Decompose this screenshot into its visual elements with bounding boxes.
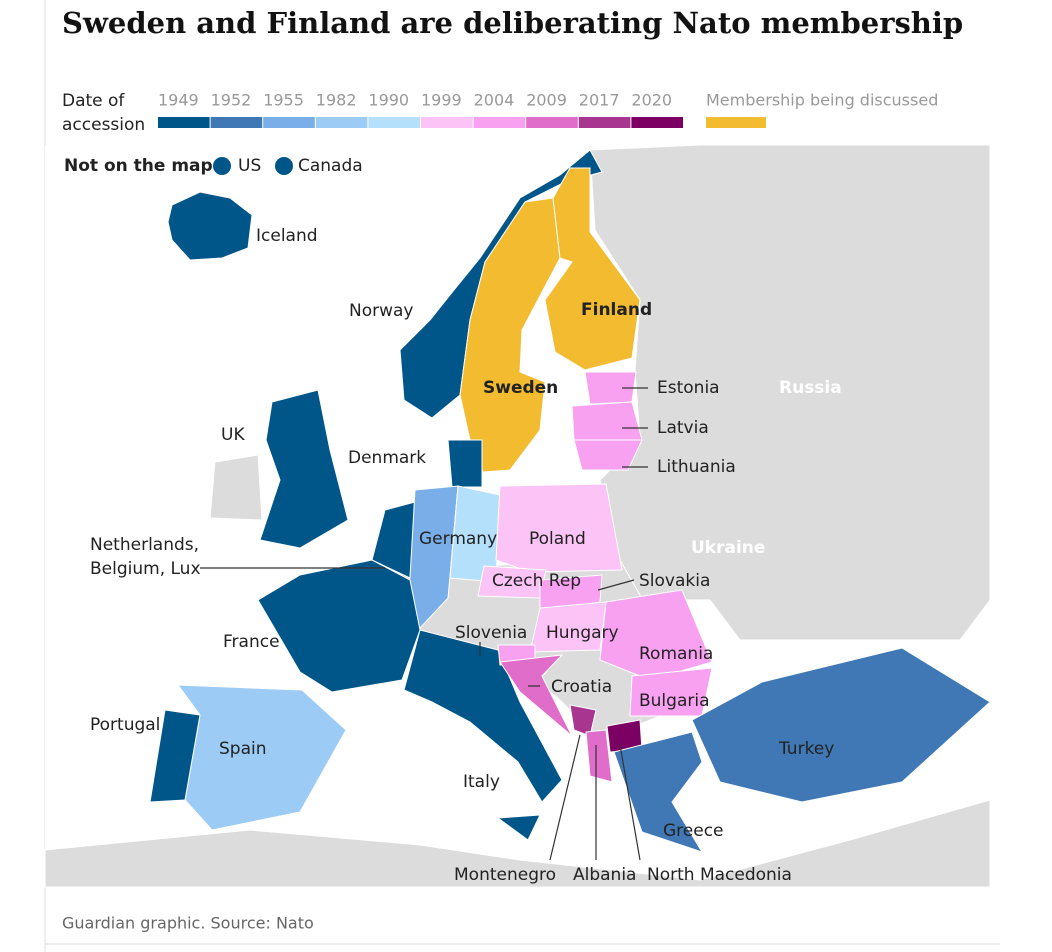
country-label: Bulgaria [639, 691, 710, 711]
legend-swatch [158, 117, 210, 128]
legend-swatch [526, 117, 578, 128]
not-on-map-item: US [238, 156, 261, 176]
us-dot [213, 157, 231, 175]
legend-label: accession [62, 115, 145, 135]
legend-swatch [421, 117, 473, 128]
slovakia [539, 574, 603, 613]
country-label: Poland [529, 529, 586, 549]
legend-swatch [263, 117, 315, 128]
legend-swatch [315, 117, 368, 128]
country-label: Lithuania [657, 457, 736, 477]
legend: 1949 1952 1955 1982 1990 1999 2004 2009 2017 2020 [158, 91, 683, 128]
legend-year: 1999 [421, 91, 462, 110]
leader-lines [200, 387, 648, 861]
albania [585, 729, 613, 783]
country-label: France [223, 632, 280, 652]
legend-year: 2017 [579, 91, 620, 110]
country-label: Slovenia [455, 623, 527, 643]
country-label: Latvia [657, 418, 709, 438]
country-label: Romania [639, 644, 713, 664]
poland [495, 483, 623, 573]
canada-dot [275, 157, 293, 175]
africa-land [44, 799, 991, 888]
title: Sweden and Finland are deliberating Nato… [62, 6, 963, 40]
country-label: Montenegro [454, 865, 556, 885]
country-label: Greece [663, 821, 724, 841]
country-label: Portugal [90, 715, 160, 735]
iceland [167, 191, 253, 261]
country-label: UK [221, 425, 245, 445]
country-label: Denmark [348, 448, 426, 468]
legend-swatch [578, 117, 631, 128]
greece [613, 731, 704, 853]
country-label: Belgium, Lux [90, 559, 201, 579]
legend-year: 2020 [631, 91, 672, 110]
ireland [209, 454, 263, 521]
country-label: Iceland [256, 226, 318, 246]
legend-label: Date of [62, 91, 125, 111]
eastern-land [589, 144, 991, 641]
legend-swatch [631, 117, 683, 128]
denmark [447, 439, 483, 488]
legend-year: 1990 [368, 91, 409, 110]
legend-year: 2004 [474, 91, 515, 110]
finland [544, 167, 641, 371]
legend-year: 1955 [263, 91, 304, 110]
portugal [149, 709, 201, 803]
legend-swatch [368, 117, 420, 128]
lithuania [573, 439, 643, 471]
country-label: Sweden [483, 378, 558, 398]
legend-discussed-label: Membership being discussed [706, 91, 938, 110]
norway [399, 149, 603, 419]
hungary [529, 601, 607, 653]
turkey [691, 647, 991, 803]
region-label: Russia [779, 378, 842, 398]
not-on-map-label: Not on the map [64, 156, 213, 176]
latvia [571, 401, 643, 441]
country-label: Czech Rep [492, 571, 581, 591]
country-label: Netherlands, [90, 535, 199, 555]
legend-swatch [473, 117, 526, 128]
country-label: Norway [349, 301, 414, 321]
country-label: Hungary [546, 623, 619, 643]
country-label: Slovakia [639, 571, 710, 591]
country-label: Italy [463, 772, 500, 792]
country-label: Albania [573, 865, 636, 885]
legend-year: 2009 [526, 91, 567, 110]
croatia [499, 654, 573, 737]
country-label: Croatia [551, 677, 612, 697]
legend-year: 1982 [316, 91, 357, 110]
uk [259, 389, 349, 549]
region-label: Ukraine [691, 538, 765, 558]
legend-swatch [210, 117, 263, 128]
country-label: Turkey [778, 739, 834, 759]
legend-discussed-swatch [706, 117, 766, 128]
france [257, 559, 421, 693]
map: Iceland Norway Sweden Finland Estonia La… [44, 144, 991, 888]
country-label: Spain [219, 739, 267, 759]
country-label: North Macedonia [647, 865, 792, 885]
legend-year: 1949 [158, 91, 199, 110]
not-on-map-item: Canada [298, 156, 363, 176]
country-label: Estonia [657, 378, 720, 398]
sicily [496, 814, 541, 841]
country-label: Finland [581, 300, 652, 320]
country-label: Germany [419, 529, 497, 549]
legend-year: 1952 [211, 91, 252, 110]
source: Guardian graphic. Source: Nato [62, 914, 314, 933]
